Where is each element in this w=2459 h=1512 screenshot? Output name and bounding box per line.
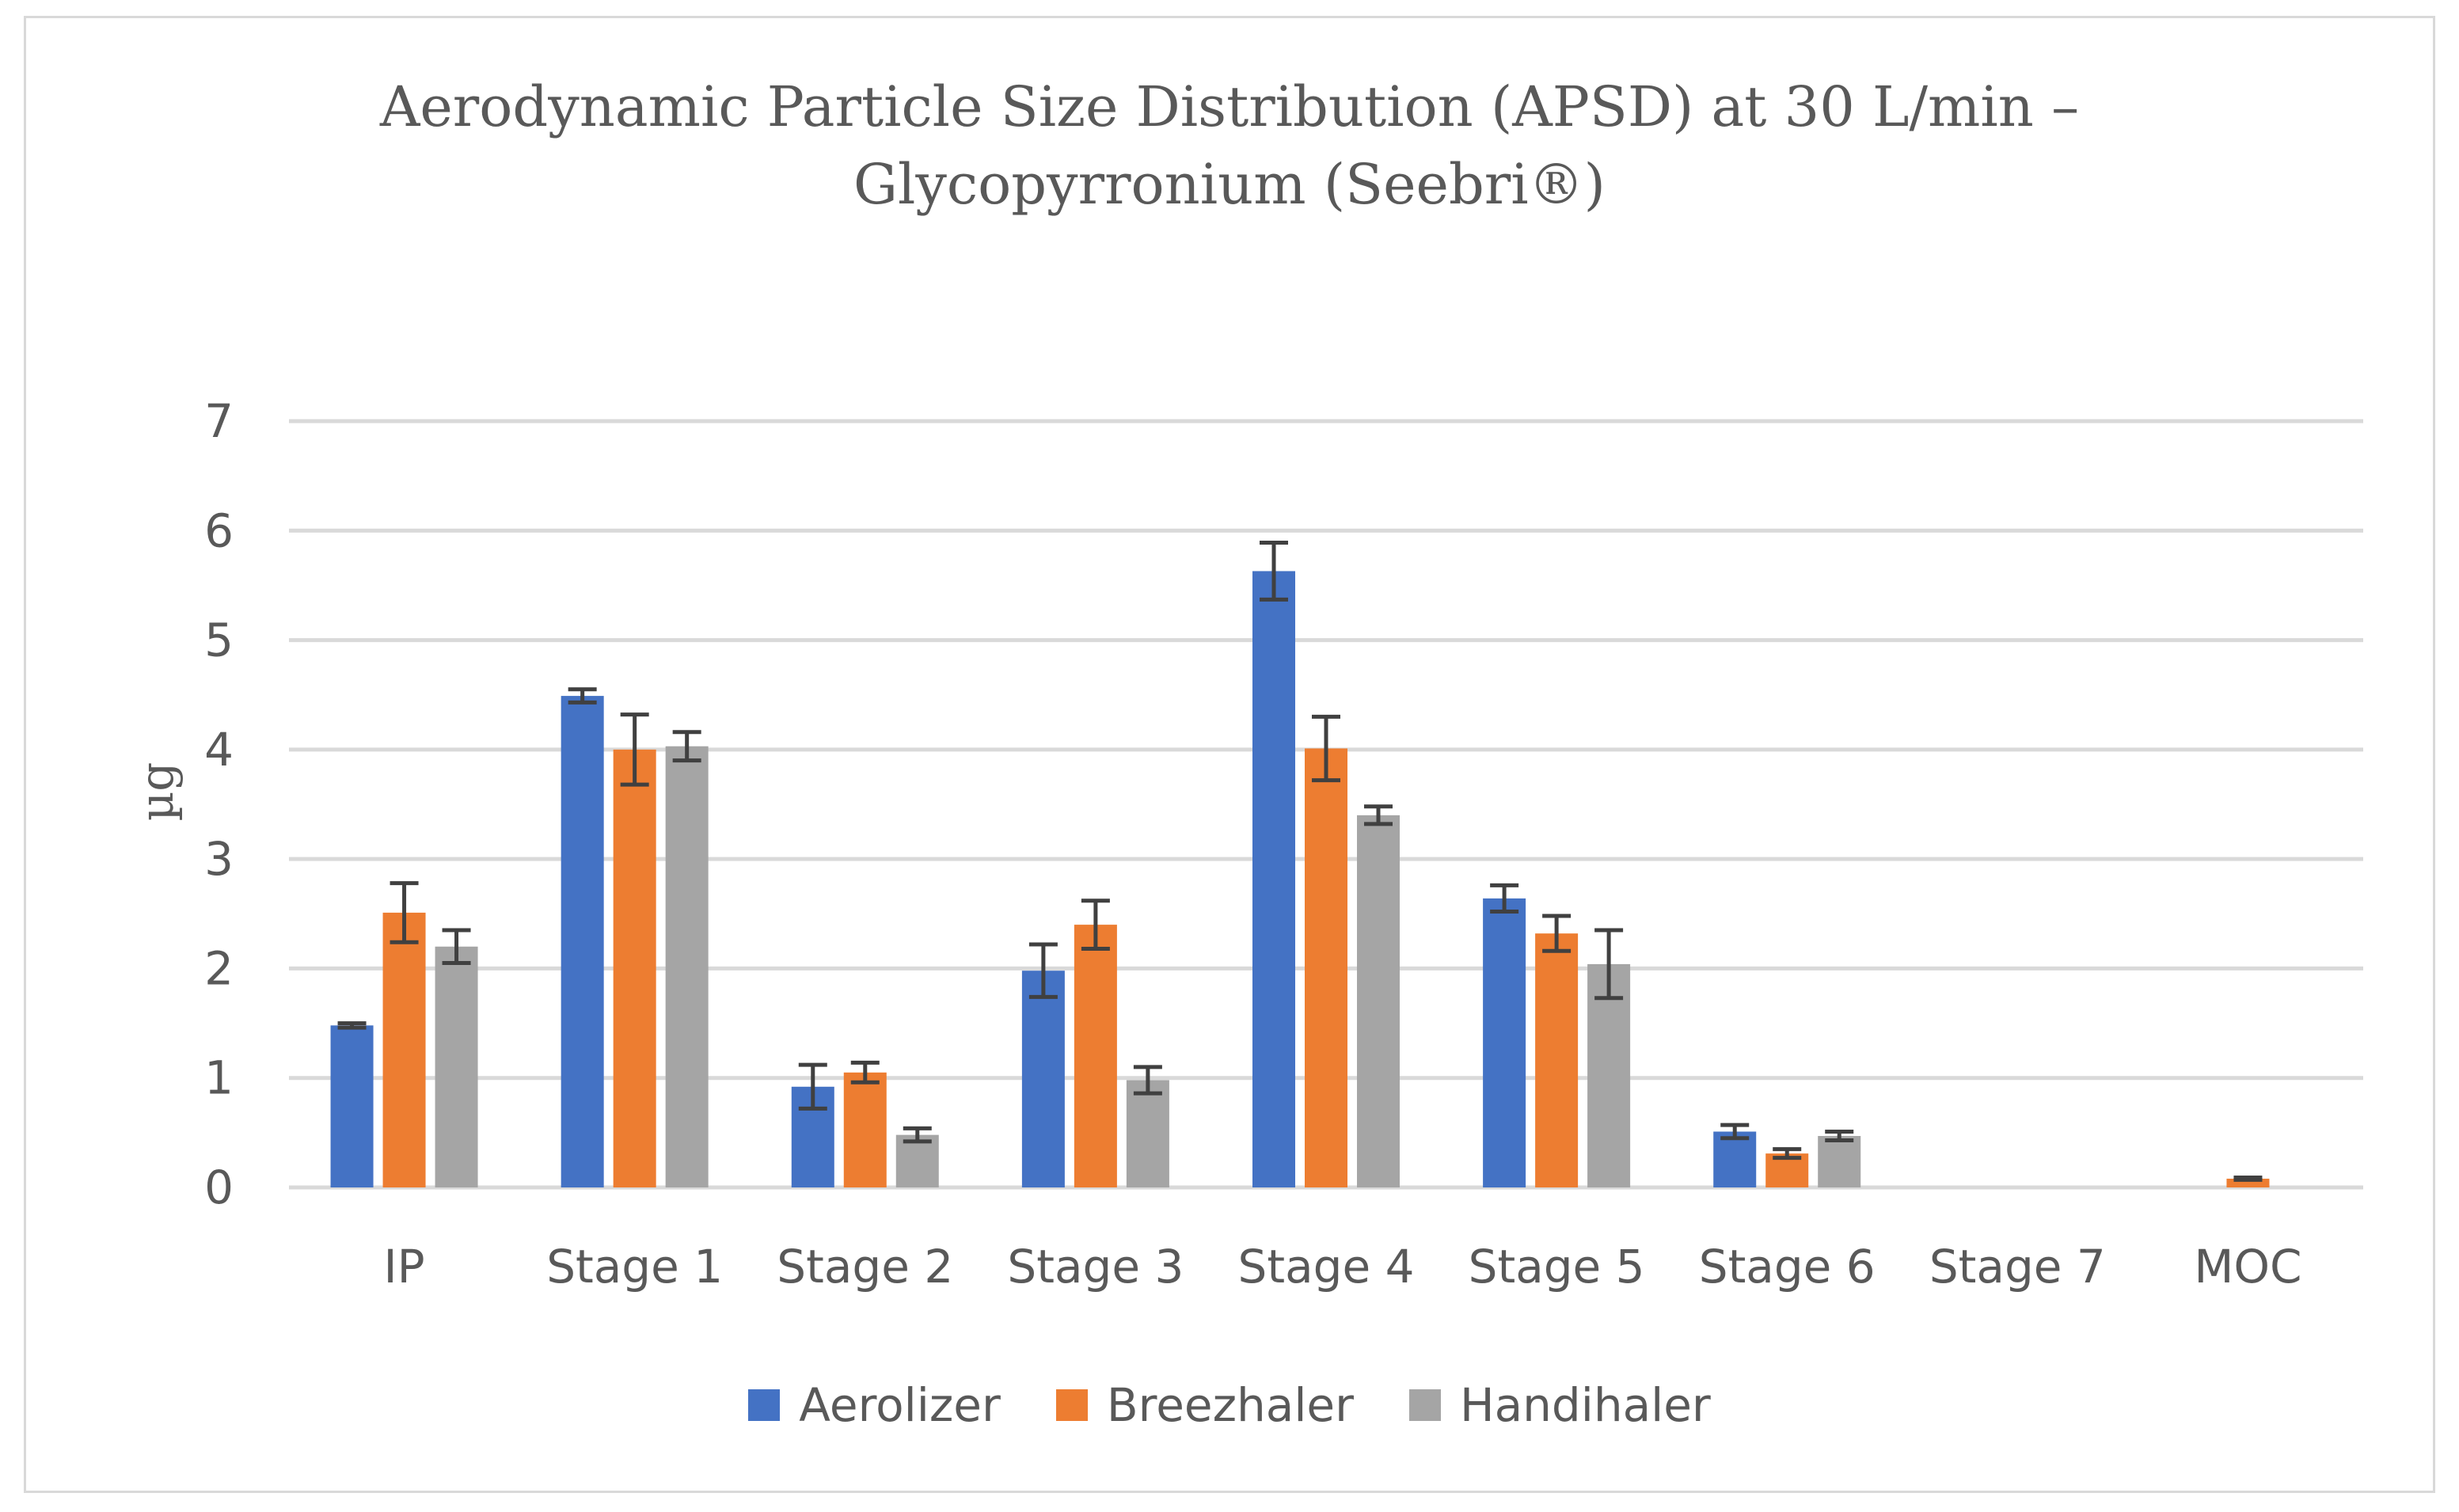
- legend-label-handihaler: Handihaler: [1459, 1378, 1711, 1432]
- x-tick-label: Stage 6: [1699, 1240, 1876, 1294]
- legend-item-aerolizer: Aerolizer: [748, 1378, 1001, 1432]
- chart-title: Aerodynamic Particle Size Distribution (…: [379, 74, 2080, 139]
- bar-aerolizer: [1252, 571, 1295, 1187]
- x-tick-label: Stage 2: [777, 1240, 953, 1294]
- error-bar-breezhaler: [2233, 1176, 2263, 1182]
- y-tick-label: 7: [204, 394, 234, 448]
- error-bar-breezhaler: [620, 712, 649, 787]
- legend: Aerolizer Breezhaler Handihaler: [0, 1373, 2459, 1437]
- legend-item-handihaler: Handihaler: [1408, 1378, 1711, 1432]
- error-bar-aerolizer: [337, 1021, 367, 1030]
- error-bar-aerolizer: [1260, 540, 1288, 602]
- error-bar-breezhaler: [1312, 714, 1340, 783]
- legend-item-breezhaler: Breezhaler: [1055, 1378, 1354, 1432]
- bar-handihaler: [1587, 963, 1631, 1187]
- legend-swatch-handihaler: [1408, 1389, 1441, 1421]
- y-tick-label: 3: [204, 832, 234, 886]
- x-tick-label: MOC: [2194, 1240, 2301, 1294]
- error-bar-aerolizer: [1720, 1123, 1750, 1141]
- y-tick-label: 5: [204, 614, 234, 667]
- bar-breezhaler: [2226, 1178, 2270, 1187]
- error-bar-handihaler: [1825, 1129, 1854, 1143]
- bar-handihaler: [1126, 1080, 1169, 1187]
- bar-breezhaler: [613, 749, 656, 1187]
- error-bar-aerolizer: [1490, 883, 1519, 914]
- y-tick-label: 2: [204, 941, 234, 995]
- y-tick-label: 6: [204, 503, 234, 557]
- error-bar-handihaler: [1594, 928, 1624, 1001]
- error-bar-breezhaler: [1773, 1147, 1802, 1161]
- chart-title-line2: Glycopyrronium (Seebri®): [853, 152, 1606, 217]
- bar-aerolizer: [1483, 898, 1526, 1187]
- bar-handihaler: [895, 1134, 939, 1187]
- bar-breezhaler: [1305, 748, 1347, 1187]
- error-bar-handihaler: [672, 730, 701, 763]
- error-bar-aerolizer: [568, 687, 597, 705]
- bar-handihaler: [435, 946, 478, 1187]
- bar-breezhaler: [843, 1072, 887, 1187]
- bar-handihaler: [1357, 815, 1400, 1187]
- y-tick-label: 0: [204, 1161, 234, 1214]
- legend-label-breezhaler: Breezhaler: [1106, 1378, 1354, 1432]
- x-tick-label: Stage 1: [546, 1240, 723, 1294]
- error-bar-breezhaler: [1081, 898, 1110, 952]
- bar-aerolizer: [561, 696, 604, 1187]
- error-bar-handihaler: [1133, 1065, 1162, 1096]
- error-bar-handihaler: [1364, 804, 1393, 826]
- error-bar-breezhaler: [1542, 914, 1572, 953]
- y-tick-label: 4: [204, 723, 234, 777]
- error-bar-breezhaler: [390, 881, 419, 944]
- bar-aerolizer: [330, 1025, 374, 1187]
- x-tick-label: Stage 4: [1238, 1240, 1415, 1294]
- y-axis-label: µg: [130, 762, 184, 822]
- x-tick-label: Stage 3: [1007, 1240, 1184, 1294]
- error-bar-handihaler: [903, 1126, 932, 1144]
- error-bar-breezhaler: [850, 1060, 880, 1085]
- bar-breezhaler: [382, 912, 426, 1187]
- bar-handihaler: [665, 746, 709, 1187]
- y-tick-label: 1: [204, 1051, 234, 1105]
- error-bar-aerolizer: [798, 1062, 827, 1111]
- chart-frame: [24, 16, 2435, 1493]
- error-bar-aerolizer: [1028, 942, 1058, 999]
- legend-swatch-aerolizer: [748, 1389, 781, 1421]
- bar-aerolizer: [1021, 971, 1065, 1187]
- legend-swatch-breezhaler: [1055, 1389, 1088, 1421]
- x-tick-label: IP: [384, 1240, 425, 1294]
- bar-breezhaler: [1074, 925, 1117, 1187]
- error-bar-handihaler: [442, 928, 471, 966]
- bar-handihaler: [1818, 1136, 1861, 1187]
- bar-breezhaler: [1535, 933, 1579, 1187]
- x-tick-label: Stage 7: [1929, 1240, 2106, 1294]
- bar-aerolizer: [1713, 1131, 1757, 1187]
- legend-label-aerolizer: Aerolizer: [799, 1378, 1001, 1432]
- x-tick-label: Stage 5: [1469, 1240, 1645, 1294]
